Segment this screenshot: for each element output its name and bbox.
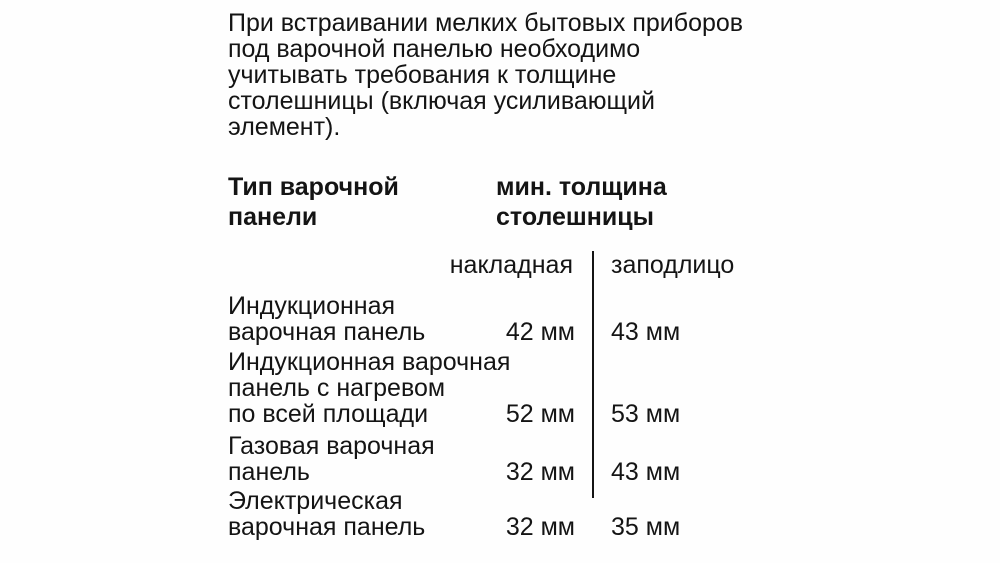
table-header-hob-type: Тип варочной панели xyxy=(228,173,399,231)
row-label-full-surface-induction-hob: Индукционная варочная панель с нагревом … xyxy=(228,348,511,428)
value-surface-mounted-gas-hob: 32 мм xyxy=(505,458,575,486)
row-label-electric-hob: Электрическая варочная панель xyxy=(228,487,426,541)
row-label-induction-hob: Индукционная варочная панель xyxy=(228,292,426,346)
value-flush-mounted-electric-hob: 35 мм xyxy=(611,513,681,541)
value-surface-mounted-induction-hob: 42 мм xyxy=(505,318,575,346)
subheader-flush-mounted: заподлицо xyxy=(611,251,735,279)
table-header-min-thickness: мин. толщина столешницы xyxy=(496,173,667,231)
value-surface-mounted-electric-hob: 32 мм xyxy=(505,513,575,541)
value-flush-mounted-gas-hob: 43 мм xyxy=(611,458,681,486)
row-label-gas-hob: Газовая варочная панель xyxy=(228,432,435,486)
value-flush-mounted-full-surface-induction-hob: 53 мм xyxy=(611,400,681,428)
value-flush-mounted-induction-hob: 43 мм xyxy=(611,318,681,346)
intro-paragraph: При встраивании мелких бытовых приборов … xyxy=(228,9,744,141)
column-divider-line xyxy=(592,251,594,498)
value-surface-mounted-full-surface-induction-hob: 52 мм xyxy=(505,400,575,428)
subheader-surface-mounted: накладная xyxy=(449,251,573,279)
